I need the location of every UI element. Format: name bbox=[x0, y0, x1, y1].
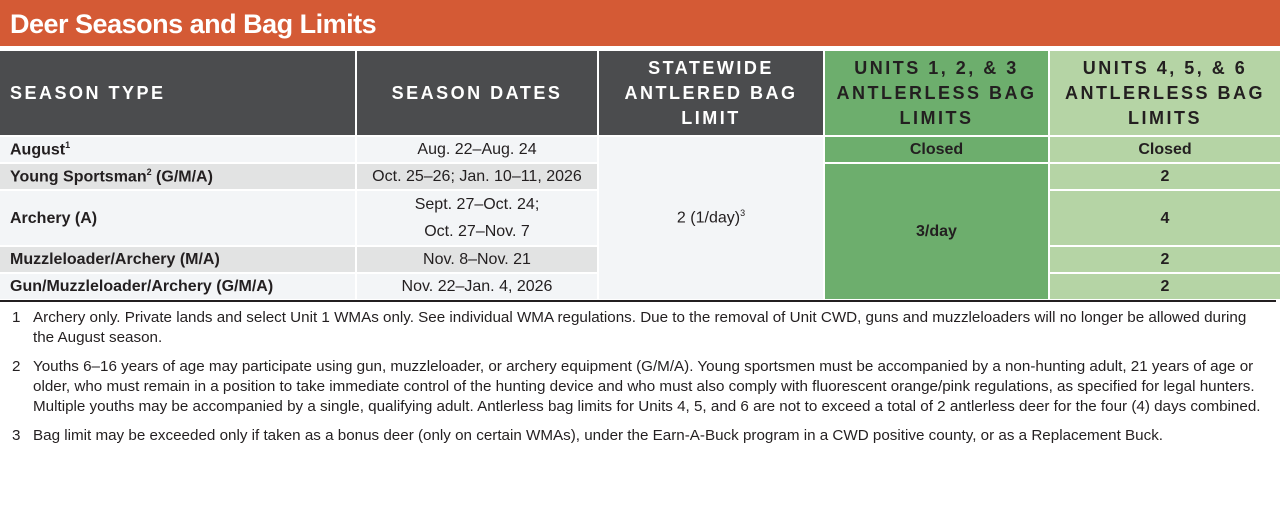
footnote-number: 1 bbox=[12, 309, 21, 326]
season-dates: Nov. 22–Jan. 4, 2026 bbox=[357, 274, 597, 299]
footnote-number: 2 bbox=[12, 358, 21, 375]
table-bottom-rule bbox=[0, 300, 1276, 302]
units456-limit: 2 bbox=[1050, 247, 1280, 272]
season-type: Muzzleloader/Archery (M/A) bbox=[0, 247, 355, 272]
header-units-123: UNITS 1, 2, & 3 ANTLERLESS BAG LIMITS bbox=[825, 51, 1048, 135]
antlered-limit: 2 (1/day)3 bbox=[599, 137, 823, 299]
season-dates: Aug. 22–Aug. 24 bbox=[357, 137, 597, 162]
deer-seasons-table: SEASON TYPE SEASON DATES STATEWIDE ANTLE… bbox=[0, 49, 1280, 301]
footnote-ref: 1 bbox=[65, 139, 71, 150]
units123-closed: Closed bbox=[825, 137, 1048, 162]
header-season-type: SEASON TYPE bbox=[0, 51, 355, 135]
season-type: August bbox=[10, 141, 66, 159]
table-row: Muzzleloader/Archery (M/A) Nov. 8–Nov. 2… bbox=[0, 247, 1280, 272]
season-type: Gun/Muzzleloader/Archery (G/M/A) bbox=[0, 274, 355, 299]
season-type-suffix: (G/M/A) bbox=[151, 168, 213, 186]
units456-limit: 2 bbox=[1050, 164, 1280, 189]
footnote-ref: 2 bbox=[146, 166, 152, 177]
footnote-text: Youths 6–16 years of age may participate… bbox=[33, 358, 1261, 415]
footnotes: 1 Archery only. Private lands and select … bbox=[0, 302, 1280, 446]
table-row: Young Sportsman2 (G/M/A) Oct. 25–26; Jan… bbox=[0, 164, 1280, 299]
season-type-cell: Young Sportsman2 (G/M/A) bbox=[0, 164, 355, 189]
header-antlered-limit: STATEWIDE ANTLERED BAG LIMIT bbox=[599, 51, 823, 135]
season-dates: Nov. 8–Nov. 21 bbox=[357, 247, 597, 272]
header-row: SEASON TYPE SEASON DATES STATEWIDE ANTLE… bbox=[0, 51, 1280, 135]
footnote-number: 3 bbox=[12, 427, 21, 444]
footnote-text: Bag limit may be exceeded only if taken … bbox=[33, 427, 1164, 444]
season-dates: Sept. 27–Oct. 24; Oct. 27–Nov. 7 bbox=[357, 191, 597, 245]
season-type: Archery (A) bbox=[0, 191, 355, 245]
table-row: Gun/Muzzleloader/Archery (G/M/A) Nov. 22… bbox=[0, 274, 1280, 299]
header-units-456: UNITS 4, 5, & 6 ANTLERLESS BAG LIMITS bbox=[1050, 51, 1280, 135]
antlered-value: 2 (1/day) bbox=[676, 209, 741, 227]
footnote-text: Archery only. Private lands and select U… bbox=[33, 309, 1247, 346]
dates-line: Oct. 27–Nov. 7 bbox=[424, 223, 530, 240]
units456-limit: 4 bbox=[1050, 191, 1280, 245]
footnote: 1 Archery only. Private lands and select … bbox=[12, 308, 1266, 348]
season-type: Young Sportsman bbox=[10, 168, 147, 186]
footnote-ref: 3 bbox=[740, 208, 746, 219]
season-type-cell: August1 bbox=[0, 137, 355, 162]
season-dates: Oct. 25–26; Jan. 10–11, 2026 bbox=[357, 164, 597, 189]
dates-line: Sept. 27–Oct. 24; bbox=[414, 196, 540, 213]
header-season-dates: SEASON DATES bbox=[357, 51, 597, 135]
table-row: August1 Aug. 22–Aug. 24 2 (1/day)3 Close… bbox=[0, 137, 1280, 299]
units456-limit: Closed bbox=[1050, 137, 1280, 162]
footnote: 3 Bag limit may be exceeded only if taken… bbox=[12, 426, 1266, 446]
units123-limit: 3/day bbox=[825, 164, 1048, 299]
footnote: 2 Youths 6–16 years of age may participat… bbox=[12, 357, 1266, 417]
page-title: Deer Seasons and Bag Limits bbox=[0, 0, 1280, 46]
units456-limit: 2 bbox=[1050, 274, 1280, 299]
table-row: Archery (A) Sept. 27–Oct. 24; Oct. 27–Nov… bbox=[0, 191, 1280, 245]
